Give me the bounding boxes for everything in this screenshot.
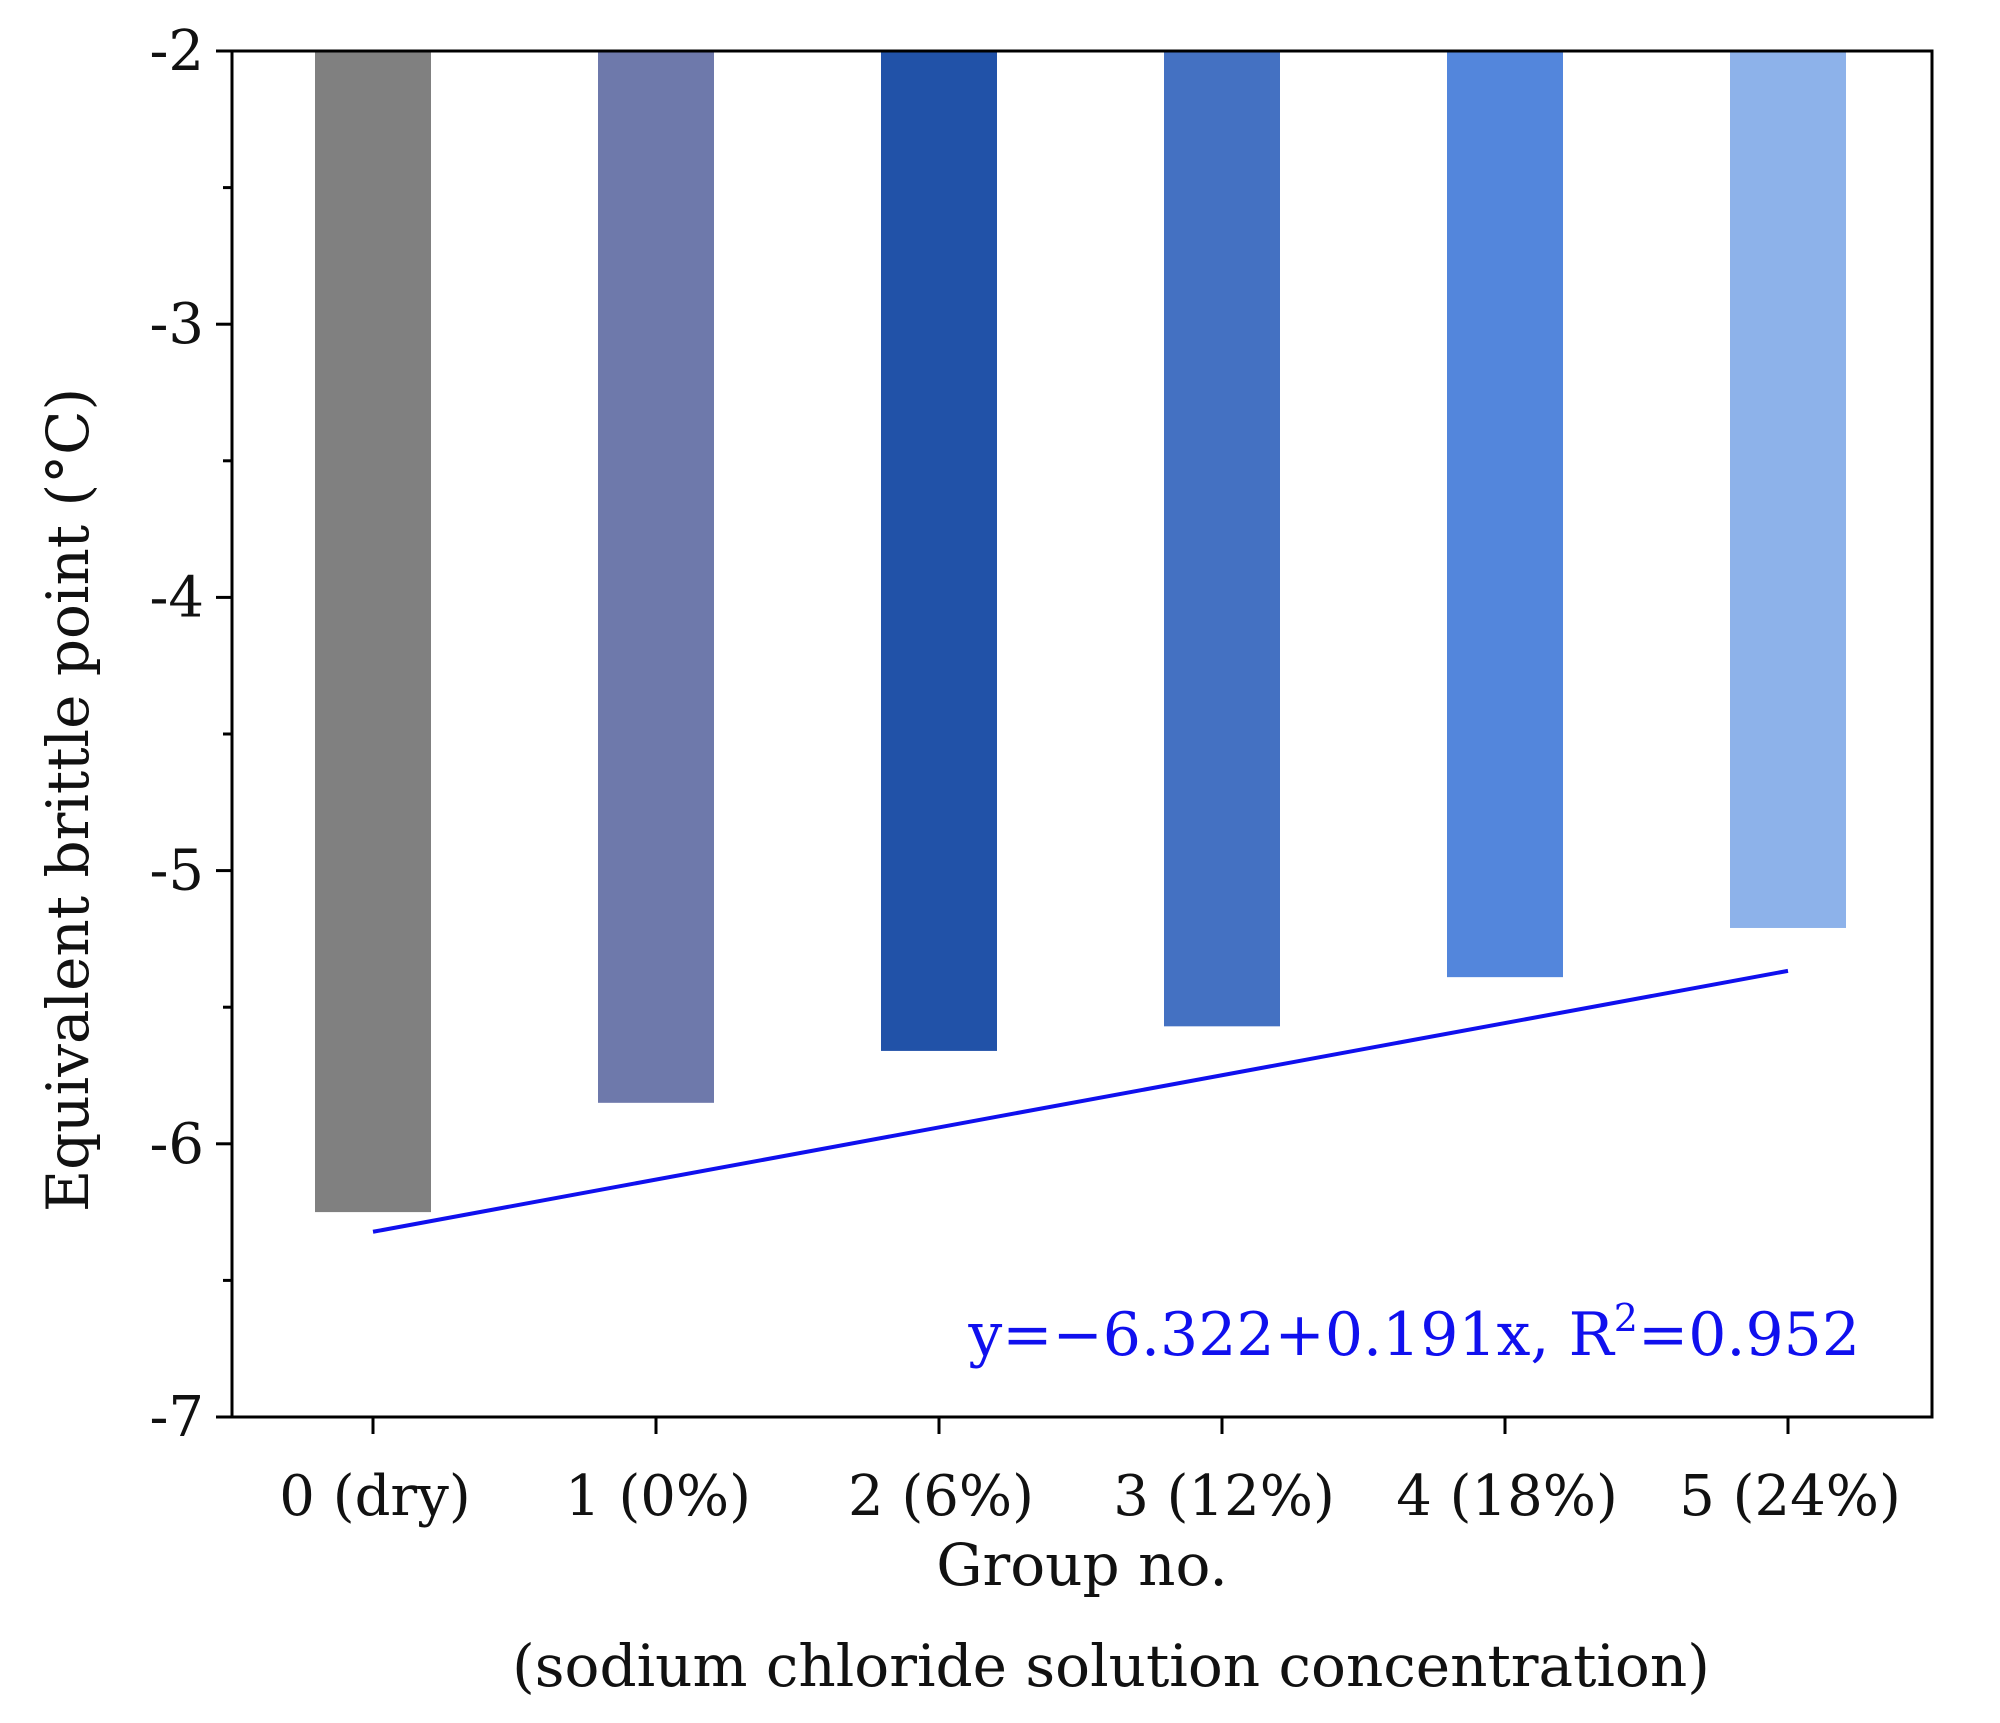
x-axis-subtitle: (sodium chloride solution concentration) bbox=[512, 1632, 1710, 1700]
y-tick-label: -3 bbox=[149, 292, 204, 357]
x-tick-label: 2 (6%) bbox=[848, 1464, 1034, 1529]
fit-layer bbox=[372, 968, 1789, 1234]
x-tick-label: 5 (24%) bbox=[1679, 1464, 1901, 1529]
y-tick-label: -4 bbox=[149, 565, 204, 630]
fit-equation-superscript: 2 bbox=[1614, 1296, 1638, 1340]
x-axis-title: Group no. bbox=[936, 1531, 1228, 1599]
x-tick-label: 0 (dry) bbox=[279, 1464, 470, 1529]
bar-4 bbox=[1447, 51, 1563, 978]
x-tick-label: 1 (0%) bbox=[565, 1464, 751, 1529]
bar-0 bbox=[315, 51, 431, 1213]
y-tick-label: -5 bbox=[149, 839, 204, 904]
bar-series bbox=[315, 51, 1846, 1213]
fit-line bbox=[372, 968, 1789, 1234]
axes bbox=[216, 49, 1934, 1434]
fit-equation-r2: =0.952 bbox=[1638, 1300, 1860, 1370]
fit-equation: y=−6.322+0.191x, R2=0.952 bbox=[967, 1296, 1860, 1370]
fit-equation-main: y=−6.322+0.191x, R bbox=[967, 1300, 1615, 1370]
x-tick-label: 4 (18%) bbox=[1396, 1464, 1618, 1529]
bar-5 bbox=[1730, 51, 1846, 928]
x-tick-label: 3 (12%) bbox=[1113, 1464, 1335, 1529]
y-tick-label: -6 bbox=[149, 1112, 204, 1177]
tick-labels: -2 -3 -4 -5 -6 -7 0 (dry) 1 (0%) 2 (6%) 3 (12%) 4 … bbox=[149, 19, 1900, 1529]
bar-2 bbox=[881, 51, 997, 1051]
bar-1 bbox=[598, 51, 714, 1103]
y-axis-title: Equivalent brittle point (°C) bbox=[34, 388, 102, 1212]
y-tick-label: -2 bbox=[149, 19, 204, 84]
y-tick-label: -7 bbox=[149, 1385, 204, 1450]
bar-3 bbox=[1164, 51, 1280, 1027]
